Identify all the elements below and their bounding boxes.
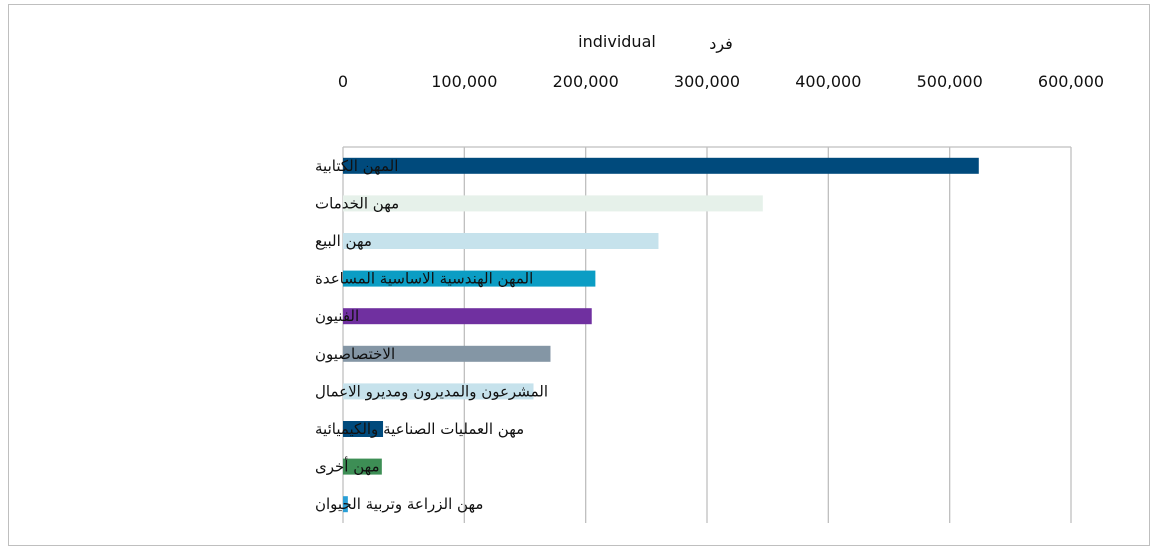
bar-7 <box>343 421 384 437</box>
chart-svg: 0 100,000 200,000 300,000 400,000 500,000 600,… <box>315 32 1104 523</box>
chart-frame: 0 100,000 200,000 300,000 400,000 500,000 600,… <box>8 4 1150 546</box>
bar-2 <box>343 233 659 249</box>
category-label-2: مهن البيع <box>315 232 372 250</box>
category-label-0: المهن الكتابية <box>315 157 398 175</box>
bar-9 <box>343 496 348 513</box>
category-label-6: المشرعون والمديرون ومديرو الاعمال <box>315 382 548 400</box>
bar-0 <box>343 157 979 174</box>
category-label-1: مهن الخدمات <box>315 194 399 212</box>
bar-5 <box>343 345 551 362</box>
category-label-4: الفنيون <box>315 307 359 325</box>
x-tick-label-5: 500,000 <box>917 72 983 91</box>
category-label-3: المهن الهندسية الاساسية المساعدة <box>315 270 533 288</box>
labels-layer: 0 100,000 200,000 300,000 400,000 500,000 600,… <box>315 72 1104 513</box>
bar-4 <box>343 308 592 325</box>
axis-unit-label-english: individual <box>578 32 656 51</box>
bar-3 <box>343 270 596 287</box>
category-label-7: مهن العمليات الصناعية والكيميائية <box>315 420 524 438</box>
axis-unit-label-arabic: فرد <box>709 34 733 54</box>
x-tick-label-6: 600,000 <box>1038 72 1104 91</box>
category-label-5: الاختصاصيون <box>315 345 395 363</box>
category-label-9: مهن الزراعة وتربية الحيوان <box>315 495 483 513</box>
category-label-8: مهن أخرى <box>315 457 380 476</box>
x-tick-label-4: 400,000 <box>795 72 861 91</box>
bars-layer <box>343 157 979 513</box>
bar-1 <box>343 195 763 212</box>
x-tick-label-1: 100,000 <box>431 72 497 91</box>
bar-8 <box>343 458 382 475</box>
x-tick-label-3: 300,000 <box>674 72 740 91</box>
x-tick-label-2: 200,000 <box>553 72 619 91</box>
bar-6 <box>343 383 534 400</box>
x-tick-label-0: 0 <box>338 72 348 91</box>
